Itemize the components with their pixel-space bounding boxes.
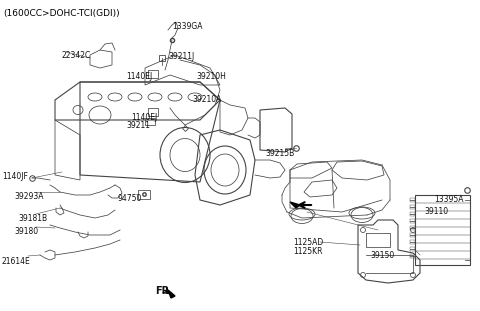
Text: 22342C: 22342C	[62, 51, 91, 60]
Text: 94750: 94750	[118, 194, 143, 203]
Text: 1140EJ: 1140EJ	[126, 72, 152, 81]
Text: 1125KR: 1125KR	[293, 247, 323, 256]
Text: 39180: 39180	[14, 227, 38, 236]
Text: (1600CC>DOHC-TCI(GDI)): (1600CC>DOHC-TCI(GDI))	[3, 9, 120, 18]
Bar	[415, 195, 470, 265]
Bar	[148, 108, 158, 116]
Text: 39110: 39110	[424, 207, 448, 216]
Bar	[410, 254, 415, 258]
Text: 39211J: 39211J	[168, 52, 194, 61]
Text: 39150: 39150	[370, 251, 394, 260]
Text: 39215B: 39215B	[265, 149, 294, 158]
Text: 1125AD: 1125AD	[293, 238, 323, 247]
Text: 39210H: 39210H	[196, 72, 226, 81]
Text: 1140JF: 1140JF	[2, 172, 28, 181]
Text: 39211: 39211	[126, 121, 150, 130]
Bar	[410, 212, 415, 216]
Text: 39181B: 39181B	[18, 214, 47, 223]
Bar	[410, 219, 415, 223]
Bar	[410, 233, 415, 237]
Text: FR.: FR.	[155, 286, 173, 296]
Text: 1339GA: 1339GA	[172, 22, 203, 31]
Bar	[145, 118, 155, 125]
Polygon shape	[290, 202, 300, 208]
Text: 13395A: 13395A	[434, 195, 464, 204]
Bar	[410, 240, 415, 244]
Bar	[138, 190, 150, 199]
Text: 1140EJ: 1140EJ	[131, 113, 157, 122]
Text: 39293A: 39293A	[14, 192, 44, 201]
Polygon shape	[168, 290, 175, 298]
Bar	[410, 205, 415, 209]
Bar	[148, 70, 158, 78]
Bar	[410, 247, 415, 251]
Text: 39210A: 39210A	[192, 95, 221, 104]
Bar	[410, 198, 415, 202]
Text: 21614E: 21614E	[2, 257, 31, 266]
Bar	[410, 226, 415, 230]
